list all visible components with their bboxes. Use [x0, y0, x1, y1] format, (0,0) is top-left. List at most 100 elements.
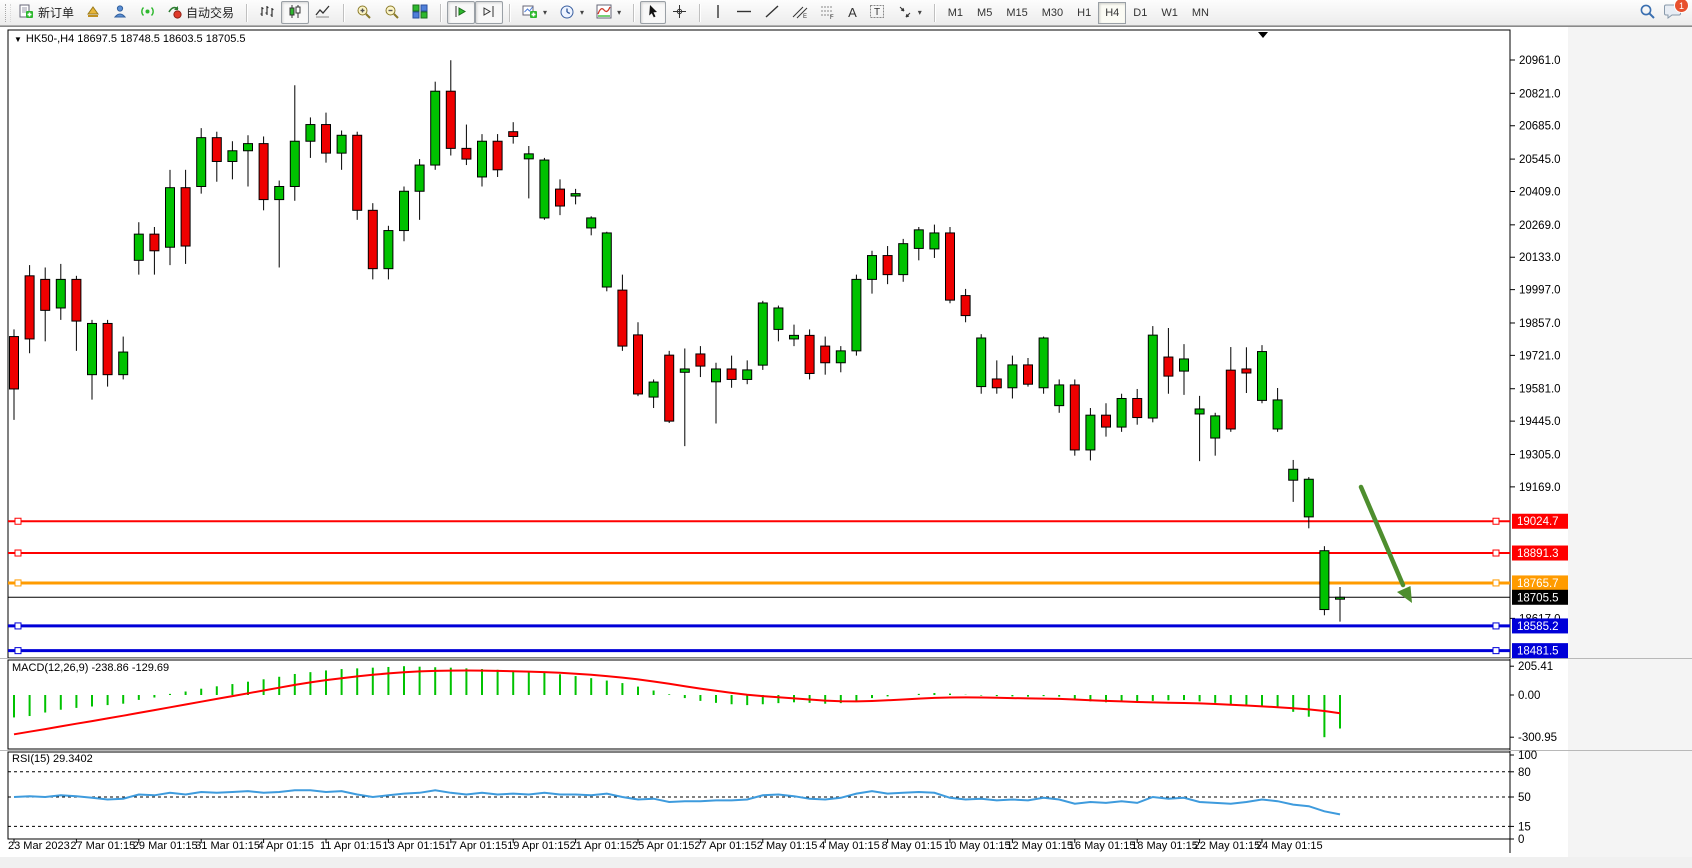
- autoscroll-button[interactable]: [447, 1, 476, 24]
- candle-bull[interactable]: [867, 255, 877, 280]
- candle-bull[interactable]: [539, 159, 550, 219]
- candle-bear[interactable]: [1132, 397, 1143, 419]
- chart-canvas[interactable]: 20961.0 20821.0 20685.0 20545.0 20409.0 20269…: [0, 27, 1692, 863]
- timeframe-button-m15[interactable]: M15: [1006, 6, 1028, 19]
- candle-bear[interactable]: [24, 275, 35, 340]
- candle-bull[interactable]: [118, 351, 129, 376]
- candle-bull[interactable]: [414, 164, 425, 192]
- candle-bull[interactable]: [133, 233, 144, 261]
- signals-button[interactable]: [134, 1, 161, 24]
- candle-bear[interactable]: [492, 140, 503, 171]
- line-handle[interactable]: [1492, 517, 1500, 525]
- candle-bull[interactable]: [477, 140, 487, 178]
- candle-bull[interactable]: [196, 137, 207, 187]
- candle-bull[interactable]: [1288, 468, 1299, 481]
- candle-bull[interactable]: [586, 217, 597, 229]
- candle-bull[interactable]: [1116, 397, 1127, 428]
- zoom-in-button[interactable]: [350, 1, 378, 24]
- candle-bear[interactable]: [40, 278, 51, 311]
- candle-bear[interactable]: [352, 134, 363, 211]
- line-handle[interactable]: [14, 647, 22, 655]
- line-handle[interactable]: [14, 579, 22, 587]
- channel-tool-button[interactable]: E: [786, 1, 814, 24]
- candle-bull[interactable]: [1272, 399, 1283, 430]
- bar-chart-button[interactable]: [253, 1, 281, 24]
- candle-bear[interactable]: [991, 378, 1002, 389]
- candle-bear[interactable]: [820, 345, 831, 364]
- candle-bear[interactable]: [211, 137, 222, 162]
- candle-bull[interactable]: [523, 153, 534, 160]
- candle-bear[interactable]: [555, 188, 565, 207]
- candle-bear[interactable]: [1069, 384, 1080, 451]
- new-order-button[interactable]: 新订单: [13, 1, 80, 24]
- trend-arrow-shaft[interactable]: [1358, 484, 1406, 588]
- candle-bull[interactable]: [913, 229, 924, 249]
- candle-bull[interactable]: [851, 278, 862, 352]
- candle-bull[interactable]: [1179, 358, 1189, 372]
- tile-windows-button[interactable]: [406, 1, 434, 24]
- label-tool-button[interactable]: T: [863, 1, 891, 24]
- candle-bear[interactable]: [1101, 414, 1111, 428]
- candle-bull[interactable]: [711, 368, 721, 383]
- collapse-triangle-icon[interactable]: ▼: [14, 35, 22, 44]
- candle-bull[interactable]: [87, 322, 97, 376]
- candle-bear[interactable]: [945, 232, 955, 301]
- timeframe-button-h4[interactable]: H4: [1098, 1, 1127, 24]
- chart-shift-button[interactable]: [475, 1, 504, 24]
- new-chart-button[interactable]: ▾: [516, 1, 553, 24]
- candle-bear[interactable]: [180, 187, 191, 247]
- hline-tool-button[interactable]: [730, 1, 758, 24]
- candle-bull[interactable]: [1319, 550, 1330, 611]
- candle-bear[interactable]: [367, 209, 378, 270]
- zoom-out-button[interactable]: [378, 1, 406, 24]
- line-handle[interactable]: [1492, 579, 1500, 587]
- timeframe-button-m5[interactable]: M5: [977, 6, 993, 19]
- line-handle[interactable]: [1492, 622, 1500, 630]
- crosshair-tool-button[interactable]: [666, 1, 693, 24]
- candle-bull[interactable]: [1085, 414, 1096, 451]
- candle-bear[interactable]: [617, 289, 628, 347]
- candle-bull[interactable]: [1257, 351, 1267, 401]
- candle-bull[interactable]: [274, 185, 285, 201]
- candle-bull[interactable]: [305, 124, 316, 142]
- candle-bull[interactable]: [1007, 364, 1018, 389]
- line-handle[interactable]: [14, 549, 22, 557]
- candle-bull[interactable]: [742, 369, 753, 380]
- market-depth-button[interactable]: [80, 1, 107, 24]
- candle-bull[interactable]: [1038, 337, 1049, 389]
- line-handle[interactable]: [14, 622, 22, 630]
- arrows-tool-button[interactable]: ▾: [891, 1, 928, 24]
- candle-bear[interactable]: [1163, 356, 1174, 377]
- candle-bear[interactable]: [726, 368, 737, 380]
- timeframe-button-m30[interactable]: M30: [1041, 6, 1064, 19]
- candle-bull[interactable]: [898, 243, 909, 276]
- candle-bear[interactable]: [149, 233, 160, 252]
- candle-bear[interactable]: [1225, 369, 1236, 430]
- candle-bear[interactable]: [9, 336, 19, 390]
- candle-bull[interactable]: [336, 134, 347, 154]
- candle-bull[interactable]: [165, 187, 175, 248]
- vline-tool-button[interactable]: [706, 1, 730, 24]
- candle-bear[interactable]: [461, 147, 472, 160]
- candle-bull[interactable]: [383, 230, 394, 270]
- candle-bear[interactable]: [633, 334, 643, 395]
- candle-bull[interactable]: [399, 190, 409, 232]
- candle-bull[interactable]: [1210, 415, 1221, 439]
- timeframe-button-m1[interactable]: M1: [947, 6, 964, 19]
- timeframe-button-h1[interactable]: H1: [1077, 6, 1092, 19]
- candlestick-chart-button[interactable]: [281, 1, 310, 24]
- period-button[interactable]: ▾: [553, 1, 590, 24]
- toolbar-drag-handle[interactable]: [5, 3, 11, 22]
- candle-bear[interactable]: [664, 354, 675, 422]
- candle-bull[interactable]: [773, 307, 784, 330]
- candle-bull[interactable]: [289, 140, 300, 187]
- timeframe-button-w1[interactable]: W1: [1161, 6, 1178, 19]
- candle-bull[interactable]: [1194, 408, 1205, 415]
- candle-bull[interactable]: [757, 302, 768, 366]
- candle-bull[interactable]: [243, 143, 253, 152]
- candle-bull[interactable]: [227, 150, 238, 162]
- indicators-button[interactable]: ▾: [590, 1, 627, 24]
- candle-bull[interactable]: [1303, 478, 1314, 518]
- candle-bear[interactable]: [71, 278, 82, 322]
- candle-bear[interactable]: [258, 143, 269, 201]
